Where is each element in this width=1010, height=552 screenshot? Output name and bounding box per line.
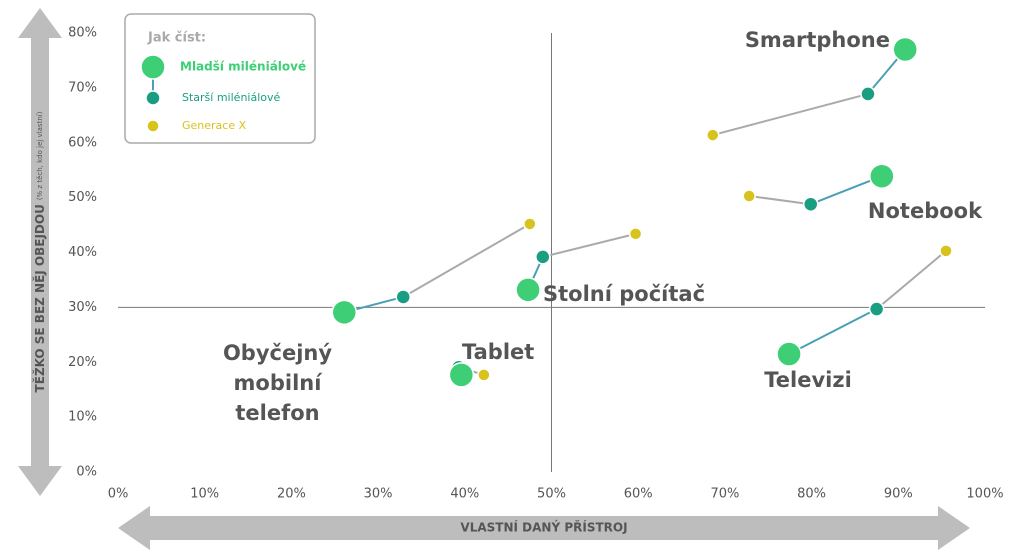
x-tick-label: 100% — [966, 487, 1003, 502]
y-tick-label: 50% — [68, 190, 97, 205]
connector — [875, 250, 947, 310]
y-axis-title: TĚŽKO SE BEZ NĚJ OBEJDOU (% z těch, kdo j… — [32, 111, 47, 392]
legend-label: Mladší miléniálové — [180, 60, 306, 74]
y-label: TĚŽKO SE BEZ NĚJ OBEJDOU — [32, 204, 47, 392]
y-tick-label: 40% — [68, 245, 97, 260]
point — [395, 289, 411, 305]
x-arrow — [118, 506, 970, 550]
x-tick-label: 30% — [364, 487, 393, 502]
point — [535, 249, 551, 265]
point — [331, 299, 358, 326]
point — [869, 163, 895, 189]
device-label: Obyčejný mobilní telefon — [222, 341, 333, 425]
legend-marker — [145, 90, 161, 106]
connector — [788, 308, 878, 355]
legend-box — [124, 13, 316, 144]
point — [860, 86, 876, 102]
point — [868, 301, 885, 317]
x-tick-label: 50% — [537, 487, 566, 502]
y-tick-label: 20% — [68, 355, 97, 370]
connector — [542, 232, 636, 258]
point — [776, 341, 802, 367]
point — [802, 196, 819, 212]
legend-marker — [140, 54, 166, 80]
point — [742, 189, 756, 203]
y-label-note: (% z těch, kdo jej vlastní) — [36, 111, 44, 200]
y-tick-label: 70% — [68, 80, 97, 95]
x-tick-label: 60% — [624, 487, 653, 502]
x-tick-label: 40% — [450, 487, 479, 502]
device-label: Tablet — [462, 340, 534, 364]
legend: Mladší miléniálové Starší miléniálové Gene… — [140, 54, 306, 133]
x-axis-title: VLASTNÍ DANÝ PŘÍSTROJ — [460, 520, 627, 535]
y-tick-label: 60% — [68, 135, 97, 150]
point — [892, 36, 918, 63]
y-arrow — [18, 8, 62, 496]
point — [706, 128, 720, 142]
x-tick-label: 20% — [277, 487, 306, 502]
x-tick-label: 80% — [797, 487, 826, 502]
device-label: Televizi — [764, 368, 852, 392]
connector — [712, 92, 869, 137]
y-tick-label: 30% — [68, 300, 97, 315]
legend-label: Starší miléniálové — [182, 91, 281, 104]
connector — [402, 223, 531, 298]
y-tick-label: 80% — [68, 26, 97, 41]
device-label: Smartphone — [745, 28, 890, 52]
device-label: Stolní počítač — [543, 282, 705, 306]
x-tick-label: 0% — [108, 487, 129, 502]
point — [477, 368, 491, 382]
x-tick-label: 10% — [190, 487, 219, 502]
legend-label: Generace X — [182, 119, 247, 132]
point — [628, 227, 643, 241]
plot: 0% 10% 20% 30% 40% 50% 60% 70% 80% 0% 10% 20% 30% 40%… — [68, 26, 1003, 502]
point — [939, 244, 953, 258]
connector — [749, 194, 811, 206]
legend-marker — [146, 119, 160, 133]
point — [523, 217, 537, 231]
x-tick-label: 70% — [710, 487, 739, 502]
x-tick-label: 90% — [884, 487, 913, 502]
legend-title: Jak číst: — [147, 31, 206, 46]
y-tick-label: 0% — [76, 465, 97, 480]
point — [515, 277, 541, 303]
point — [448, 362, 475, 388]
y-tick-label: 10% — [68, 410, 97, 425]
device-label: Notebook — [868, 199, 983, 223]
